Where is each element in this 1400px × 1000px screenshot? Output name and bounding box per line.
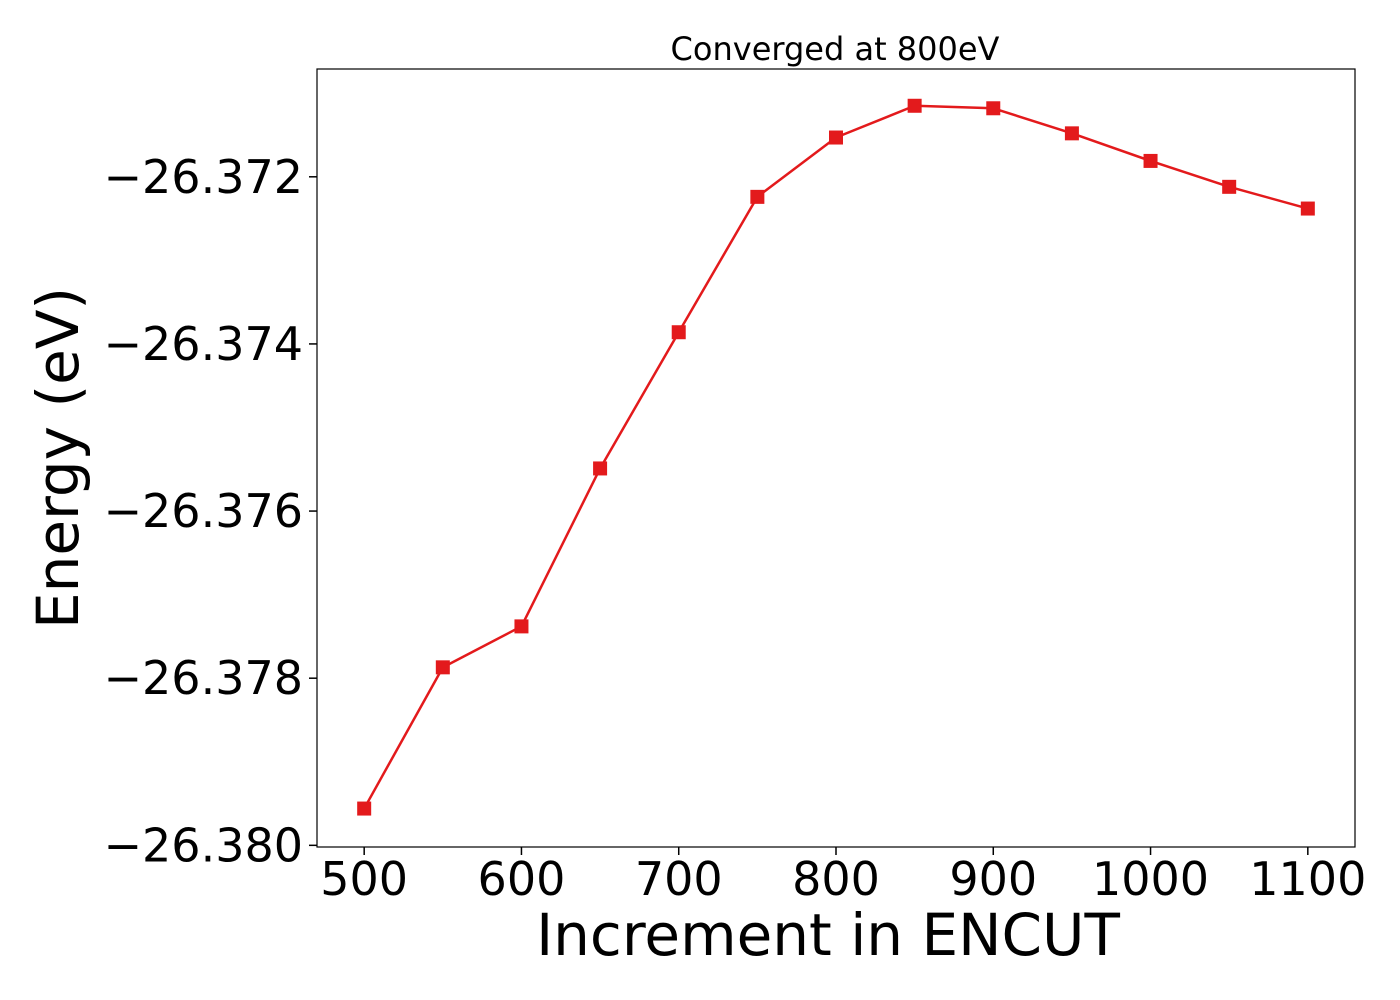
x-tick-label: 1100 bbox=[1249, 852, 1366, 906]
data-point-marker bbox=[750, 189, 765, 204]
data-point-marker bbox=[829, 130, 843, 145]
y-tick-label: −26.378 bbox=[104, 651, 304, 705]
y-axis-label: Energy (eV) bbox=[24, 287, 92, 629]
data-point-marker bbox=[1143, 153, 1158, 168]
x-tick-label: 900 bbox=[949, 852, 1037, 906]
data-point-marker bbox=[1064, 126, 1079, 141]
y-axis: −26.372 −26.374 −26.376 −26.378 −26.380 bbox=[104, 150, 317, 872]
data-point-marker bbox=[435, 660, 450, 675]
x-tick-label: 600 bbox=[478, 852, 566, 906]
x-axis-label: Increment in ENCUT bbox=[536, 901, 1120, 969]
y-tick-label: −26.380 bbox=[104, 818, 304, 872]
y-tick-label: −26.374 bbox=[104, 317, 304, 371]
data-point-marker bbox=[671, 325, 686, 340]
data-point-marker bbox=[357, 801, 372, 816]
x-tick-label: 1000 bbox=[1092, 852, 1209, 906]
data-point-marker bbox=[907, 98, 922, 113]
chart-title: Converged at 800eV bbox=[671, 30, 1000, 68]
data-point-marker bbox=[593, 461, 608, 476]
series-line bbox=[363, 104, 1309, 810]
data-point-marker bbox=[1222, 179, 1237, 194]
data-point-marker bbox=[1300, 201, 1315, 216]
y-tick-label: −26.372 bbox=[104, 150, 304, 204]
data-point-marker bbox=[986, 101, 1001, 116]
y-tick-label: −26.376 bbox=[104, 484, 304, 538]
x-tick-label: 800 bbox=[792, 852, 880, 906]
x-axis: 500 600 700 800 900 1000 1100 bbox=[320, 847, 1366, 906]
series-layer bbox=[357, 98, 1315, 816]
x-tick-label: 700 bbox=[635, 852, 723, 906]
data-point-marker bbox=[514, 619, 529, 634]
plot-area-frame bbox=[316, 68, 1356, 848]
x-tick-label: 500 bbox=[320, 852, 408, 906]
